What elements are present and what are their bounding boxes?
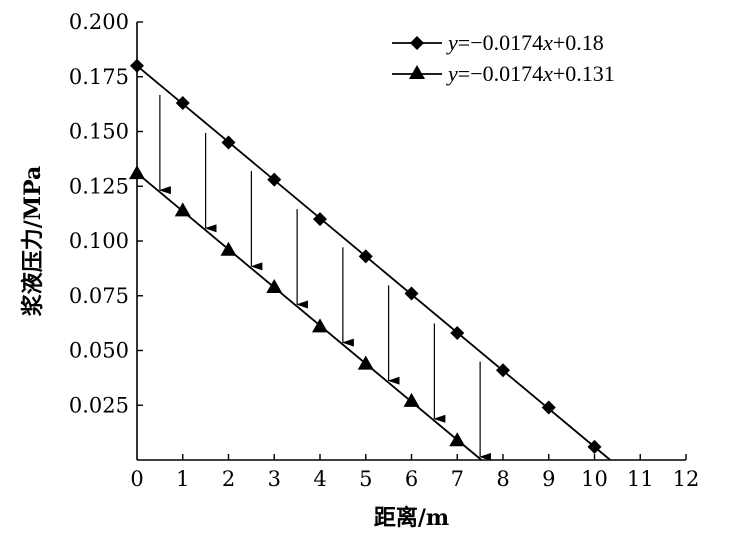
data-point-series-2 bbox=[266, 278, 283, 293]
data-point-series-1 bbox=[313, 212, 327, 227]
x-tick-label: 7 bbox=[451, 467, 464, 491]
x-axis-title: 距离/m bbox=[374, 505, 449, 531]
ticks: 0 1 2 3 4 5 6 7 8 9 10 11 120.0250.0500.0750.1000.12… bbox=[69, 10, 699, 491]
data-point-series-2 bbox=[403, 392, 420, 407]
x-tick-label: 3 bbox=[268, 467, 281, 491]
y-tick-label: 0.025 bbox=[69, 393, 129, 417]
data-point-series-2 bbox=[312, 318, 328, 333]
y-axis-title: 浆液压力/MPa bbox=[20, 166, 46, 317]
x-tick-label: 9 bbox=[542, 467, 555, 491]
legend-marker bbox=[409, 65, 425, 79]
data-point-series-2 bbox=[220, 241, 237, 256]
data-point-series-1 bbox=[496, 363, 510, 378]
y-tick-label: 0.200 bbox=[69, 10, 129, 34]
x-tick-label: 4 bbox=[313, 467, 326, 491]
data-point-series-2 bbox=[449, 432, 466, 447]
data-point-series-1 bbox=[267, 172, 282, 187]
data-point-series-1 bbox=[221, 135, 236, 150]
y-tick-label: 0.175 bbox=[69, 65, 129, 89]
markers bbox=[129, 58, 602, 454]
annotation-arrows bbox=[158, 94, 492, 461]
series-lines bbox=[136, 65, 611, 461]
x-tick-label: 5 bbox=[359, 467, 372, 491]
data-point-series-1 bbox=[450, 325, 465, 340]
y-tick-label: 0.125 bbox=[69, 174, 129, 198]
data-point-series-1 bbox=[404, 286, 419, 301]
x-tick-label: 2 bbox=[222, 467, 235, 491]
data-point-series-1 bbox=[175, 96, 190, 111]
data-point-series-1 bbox=[358, 249, 373, 264]
legend-label: y=−0.0174x+0.18 bbox=[446, 30, 604, 55]
legend-marker bbox=[410, 36, 424, 50]
x-tick-label: 8 bbox=[496, 467, 509, 491]
series-line-1 bbox=[136, 65, 611, 461]
data-point-series-2 bbox=[129, 165, 145, 180]
data-point-series-1 bbox=[587, 439, 602, 454]
x-tick-label: 12 bbox=[673, 467, 700, 491]
x-tick-label: 11 bbox=[627, 467, 654, 491]
y-tick-label: 0.050 bbox=[69, 339, 129, 363]
series-line-2 bbox=[136, 172, 483, 461]
x-tick-label: 1 bbox=[176, 467, 189, 491]
legend-label: y=−0.0174x+0.131 bbox=[446, 61, 615, 86]
y-tick-label: 0.100 bbox=[69, 229, 129, 253]
y-tick-label: 0.150 bbox=[69, 120, 129, 144]
data-point-series-2 bbox=[174, 202, 191, 217]
legend: y=−0.0174x+0.18 y=−0.0174x+0.131 bbox=[392, 30, 615, 86]
data-point-series-2 bbox=[357, 355, 374, 370]
y-tick-label: 0.075 bbox=[69, 284, 129, 308]
x-tick-label: 6 bbox=[405, 467, 418, 491]
data-point-series-1 bbox=[541, 400, 556, 415]
x-tick-label: 0 bbox=[130, 467, 143, 491]
x-tick-label: 10 bbox=[581, 467, 608, 491]
data-point-series-1 bbox=[130, 58, 144, 73]
